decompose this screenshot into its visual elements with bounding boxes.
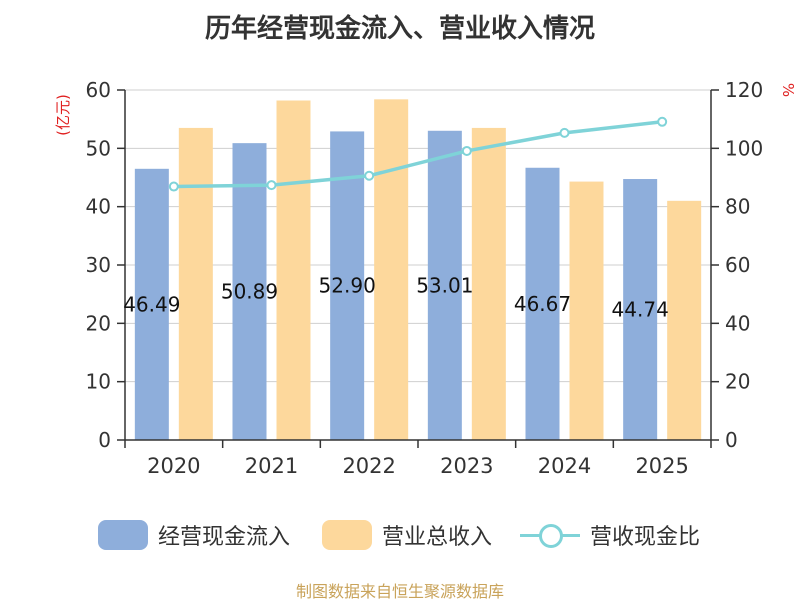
y-right-tick-label: 40	[725, 311, 750, 335]
legend-line-marker-icon	[520, 520, 580, 550]
bar-cash-inflow	[232, 143, 267, 440]
y-right-tick-label: 0	[725, 428, 738, 452]
ratio-point	[266, 180, 277, 191]
legend-item-cash-inflow[interactable]: 经营现金流入	[98, 515, 290, 555]
data-label-cash-inflow: 46.67	[514, 292, 571, 316]
bar-revenue	[374, 99, 409, 440]
ratio-point	[559, 127, 570, 138]
source-note: 制图数据来自恒生聚源数据库	[295, 582, 504, 601]
bar-revenue	[667, 200, 702, 440]
bar-cash-inflow	[623, 179, 658, 440]
y-left-unit-label: (亿元)	[54, 94, 72, 136]
y-left-tick-label: 60	[86, 78, 111, 102]
data-label-cash-inflow: 50.89	[221, 280, 278, 304]
chart-title: 历年经营现金流入、营业收入情况	[204, 14, 595, 44]
ratio-point	[168, 181, 179, 192]
x-tick-label: 2023	[440, 454, 493, 478]
x-tick-label: 2020	[147, 454, 200, 478]
y-right-tick-label: 120	[725, 78, 763, 102]
grid-lines	[125, 89, 711, 441]
ratio-point	[657, 116, 668, 127]
y-right-unit-label: %	[779, 83, 797, 97]
y-right-tick-label: 100	[725, 136, 763, 160]
y-right-tick-label: 60	[725, 253, 750, 277]
y-left-tick-label: 10	[86, 370, 111, 394]
x-tick-label: 2025	[635, 454, 688, 478]
ratio-line	[168, 116, 668, 192]
y-left-tick-label: 50	[86, 136, 111, 160]
ratio-point	[364, 170, 375, 181]
y-left-tick-label: 0	[98, 428, 111, 452]
bar-cash-inflow	[134, 168, 169, 440]
legend-swatch-revenue	[322, 520, 372, 550]
bar-cash-inflow	[427, 130, 462, 440]
legend: 经营现金流入 营业总收入 营收现金比	[0, 515, 800, 555]
data-label-cash-inflow: 44.74	[612, 298, 669, 322]
y-left-tick-label: 40	[86, 195, 111, 219]
legend-item-revenue[interactable]: 营业总收入	[322, 515, 492, 555]
bar-revenue	[569, 181, 604, 441]
data-label-cash-inflow: 46.49	[123, 292, 180, 316]
y-left-tick-label: 20	[86, 311, 111, 335]
bar-revenue	[178, 127, 213, 441]
x-tick-label: 2024	[538, 454, 591, 478]
data-label-cash-inflow: 53.01	[416, 273, 473, 297]
bar-cash-inflow	[330, 131, 365, 440]
legend-swatch-cash-inflow	[98, 520, 148, 550]
x-tick-label: 2021	[245, 454, 298, 478]
y-right-tick-label: 80	[725, 195, 750, 219]
bar-revenue	[276, 100, 311, 440]
axes: 0 10 20 30 40 50 60 0 20 40 60 80 100 120 2020 2021 2022…	[86, 78, 764, 478]
legend-item-ratio[interactable]: 营收现金比	[520, 515, 700, 555]
y-left-tick-label: 30	[86, 253, 111, 277]
bars	[134, 99, 702, 441]
legend-label-ratio: 营收现金比	[590, 525, 701, 550]
bar-revenue	[471, 127, 506, 441]
bar-cash-inflow	[525, 167, 560, 440]
legend-label-revenue: 营业总收入	[382, 525, 493, 550]
ratio-point	[461, 145, 472, 156]
ratio-series-line	[173, 120, 663, 189]
data-label-cash-inflow: 52.90	[319, 274, 376, 298]
y-right-tick-label: 20	[725, 370, 750, 394]
legend-label-cash-inflow: 经营现金流入	[158, 525, 291, 550]
x-tick-label: 2022	[342, 454, 395, 478]
data-labels: 46.49 50.89 52.90 53.01 46.67 44.74	[123, 273, 669, 321]
